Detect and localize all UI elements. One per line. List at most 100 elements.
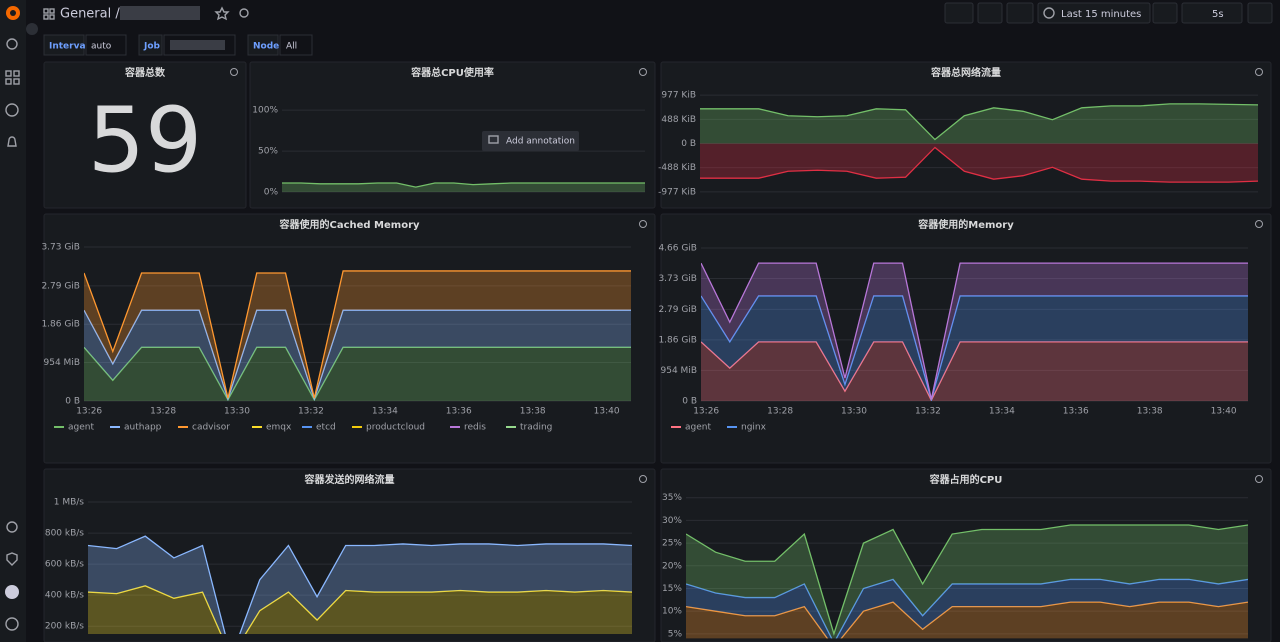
plot <box>686 524 1248 639</box>
legend-label[interactable]: agent <box>68 423 94 433</box>
panel-title: 容器总网络流量 <box>930 66 1001 79</box>
refresh-icon <box>639 475 647 483</box>
star-icon[interactable] <box>214 6 230 21</box>
alert-icon[interactable] <box>7 136 17 147</box>
panels: 容器总数 59 容器总CPU使用率 0% 50% 100% 容器总网络流量 977 KiB 48… <box>41 61 1272 642</box>
explore-icon[interactable] <box>5 103 19 117</box>
panel-title: 容器总CPU使用率 <box>410 66 494 79</box>
plot <box>84 270 631 401</box>
panel-title: 容器占用的CPU <box>929 473 1003 486</box>
panel <box>249 61 656 209</box>
area-fill <box>84 347 631 401</box>
dashboards-icon-part <box>13 78 20 85</box>
y-tick-label: 1 MB/s <box>54 498 85 508</box>
y-tick-label: 20% <box>662 561 682 571</box>
y-tick-label: 1.86 GiB <box>41 320 80 330</box>
share-icon[interactable] <box>239 8 249 18</box>
comment-icon <box>488 135 499 144</box>
panel-title: 容器使用的Cached Memory <box>278 218 420 231</box>
area-fill <box>88 536 632 634</box>
settings-button[interactable] <box>1006 2 1034 24</box>
legend-label[interactable]: etcd <box>316 423 336 433</box>
y-tick-label: 1.86 GiB <box>658 335 697 345</box>
area-fill <box>701 341 1248 401</box>
series-line <box>701 262 1248 400</box>
refresh-icon <box>1255 475 1263 483</box>
legend-label[interactable]: agent <box>685 423 711 433</box>
x-tick-label: 13:26 <box>76 407 102 417</box>
grid-icon-part <box>43 14 49 20</box>
y-tick-label: 35% <box>662 493 682 503</box>
y-tick-label: 3.73 GiB <box>658 274 697 284</box>
avatar[interactable] <box>5 585 19 599</box>
legend-label[interactable]: productcloud <box>366 423 425 433</box>
x-tick-label: 13:28 <box>150 407 176 417</box>
tooltip[interactable]: Add annotation <box>506 137 575 147</box>
area-fill <box>700 143 1258 183</box>
panel <box>43 468 656 642</box>
refresh-picker[interactable] <box>1181 2 1243 24</box>
y-tick-label: 600 kB/s <box>45 560 84 570</box>
legend-label[interactable]: trading <box>520 423 552 433</box>
x-tick-label: 13:36 <box>446 407 472 417</box>
x-tick-label: 13:32 <box>915 407 941 417</box>
y-tick-label: 954 MiB <box>44 358 80 368</box>
grid-icon-part <box>49 14 55 20</box>
zoom-out-button[interactable] <box>1152 2 1178 24</box>
series-line <box>282 182 645 188</box>
grid-icon-part <box>49 8 55 14</box>
var-label-box <box>247 34 279 56</box>
area-fill <box>700 103 1258 144</box>
sidebar <box>0 0 26 642</box>
panel <box>43 61 247 209</box>
dashboards-icon-part <box>5 78 12 85</box>
legend-label[interactable]: redis <box>464 423 486 433</box>
time-picker[interactable] <box>1037 2 1151 24</box>
legend-label[interactable]: emqx <box>266 423 292 433</box>
plot <box>282 182 645 192</box>
x-tick-label: 13:38 <box>1137 407 1163 417</box>
kiosk-button[interactable] <box>1247 2 1273 24</box>
stat-value: 59 <box>88 88 203 193</box>
x-tick-label: 13:34 <box>372 407 398 417</box>
var-select[interactable] <box>279 34 313 56</box>
save-button[interactable] <box>977 2 1003 24</box>
x-tick-label: 13:26 <box>693 407 719 417</box>
shield-icon[interactable] <box>6 552 18 566</box>
config-icon[interactable] <box>6 521 18 533</box>
expand-toggle[interactable] <box>26 23 38 35</box>
help-icon[interactable] <box>5 617 19 631</box>
y-tick-label: 488 KiB <box>661 115 696 125</box>
add-panel-button[interactable] <box>944 2 974 24</box>
y-tick-label: 100% <box>252 106 278 116</box>
legend-label[interactable]: authapp <box>124 423 162 433</box>
search-icon[interactable] <box>6 38 18 50</box>
var-label-box <box>43 34 85 56</box>
breadcrumb[interactable]: General / <box>60 7 120 22</box>
panel <box>660 61 1272 209</box>
legend-label[interactable]: cadvisor <box>192 423 230 433</box>
area-fill <box>701 295 1248 401</box>
area-fill <box>282 183 645 192</box>
var-value: auto <box>91 42 112 52</box>
x-tick-label: 13:28 <box>767 407 793 417</box>
dashboards-icon[interactable] <box>5 70 12 77</box>
x-tick-label: 13:34 <box>989 407 1015 417</box>
refresh-icon <box>639 220 647 228</box>
tooltip-box <box>482 131 579 151</box>
refresh-icon <box>1255 68 1263 76</box>
y-tick-label: 977 KiB <box>661 91 696 101</box>
x-tick-label: 13:30 <box>841 407 867 417</box>
y-tick-label: -977 KiB <box>658 187 696 197</box>
panel-title: 容器使用的Memory <box>917 218 1014 231</box>
series-line <box>701 341 1248 401</box>
y-tick-label: 0 B <box>681 139 696 149</box>
series-line <box>84 346 631 401</box>
plot <box>88 535 632 634</box>
legend-label[interactable]: nginx <box>741 423 767 433</box>
y-tick-label: 2.79 GiB <box>658 305 697 315</box>
y-tick-label: 30% <box>662 516 682 526</box>
var-select[interactable] <box>85 34 127 56</box>
y-tick-label: 400 kB/s <box>45 591 84 601</box>
